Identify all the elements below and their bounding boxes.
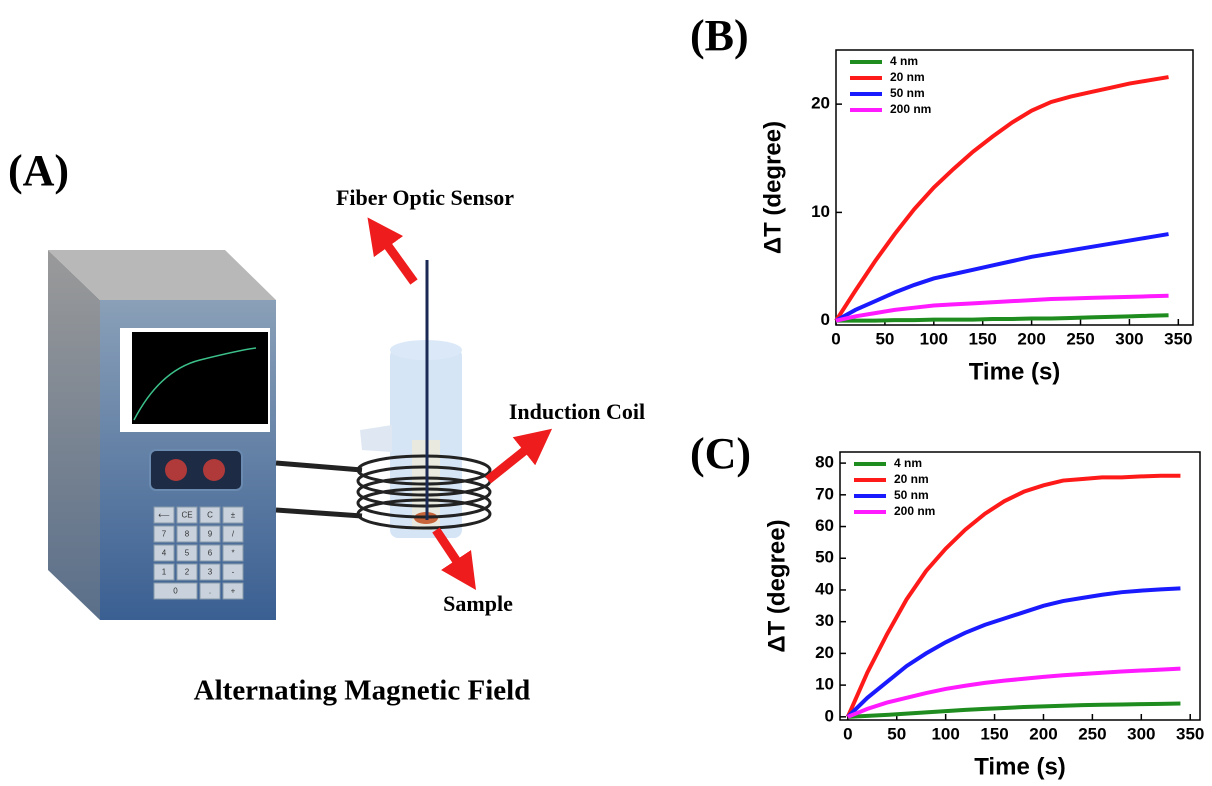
y-tick-label: 30 (815, 611, 834, 630)
legend-label: 200 nm (894, 504, 935, 518)
y-tick-label: 10 (815, 675, 834, 694)
legend-label: 20 nm (894, 472, 929, 486)
legend-label: 50 nm (894, 488, 929, 502)
control-panel (150, 450, 242, 490)
tube-port (360, 425, 392, 452)
x-tick-label: 0 (831, 329, 840, 348)
panel-label: (C) (690, 429, 751, 478)
y-tick-label: 0 (825, 706, 834, 725)
x-axis-title: Time (s) (974, 753, 1066, 780)
x-tick-label: 100 (931, 724, 959, 743)
x-tick-label: 250 (1066, 329, 1094, 348)
y-tick-label: 70 (815, 484, 834, 503)
x-axis-title: Time (s) (969, 358, 1061, 385)
label: Induction Coil (509, 399, 645, 424)
key-label: + (231, 587, 236, 596)
x-tick-label: 350 (1176, 724, 1204, 743)
key-label: 9 (208, 530, 213, 539)
x-tick-label: 50 (875, 329, 894, 348)
y-tick-label: 20 (811, 94, 830, 113)
y-tick-label: 80 (815, 453, 834, 472)
y-tick-label: 40 (815, 579, 834, 598)
legend-label: 20 nm (890, 70, 925, 84)
x-tick-label: 250 (1078, 724, 1106, 743)
label: Sample (443, 591, 513, 616)
page: ⟵CEC±789/456*123-0.+ (A) Fiber Optic Sen… (0, 0, 1212, 786)
knob (165, 459, 187, 481)
y-tick-label: 10 (811, 202, 830, 221)
arrow (488, 440, 538, 480)
key-label: 6 (208, 549, 213, 558)
y-axis-title: ΔT (degree) (763, 519, 790, 652)
data-line (848, 704, 1181, 717)
x-tick-label: 150 (969, 329, 997, 348)
key-label: - (232, 568, 235, 577)
caption: Alternating Magnetic Field (194, 675, 531, 707)
key-label: 1 (162, 568, 167, 577)
wire (276, 510, 362, 516)
arrow (378, 232, 414, 282)
x-tick-label: 300 (1127, 724, 1155, 743)
data-line (836, 315, 1169, 320)
x-tick-label: 200 (1017, 329, 1045, 348)
y-axis-title: ΔT (degree) (759, 121, 786, 254)
screen (132, 332, 268, 424)
knob (203, 459, 225, 481)
key-label: * (231, 549, 234, 558)
key-label: ± (231, 511, 236, 520)
legend-label: 4 nm (894, 456, 922, 470)
key-label: C (207, 511, 213, 520)
x-tick-label: 350 (1164, 329, 1192, 348)
key-label: 3 (208, 568, 213, 577)
y-tick-label: 60 (815, 516, 834, 535)
x-tick-label: 100 (920, 329, 948, 348)
x-tick-label: 200 (1029, 724, 1057, 743)
x-tick-label: 150 (980, 724, 1008, 743)
data-line (848, 669, 1181, 717)
key-label: . (209, 587, 211, 596)
data-line (848, 588, 1181, 716)
x-tick-label: 0 (843, 724, 852, 743)
legend-label: 200 nm (890, 102, 931, 116)
legend-label: 50 nm (890, 86, 925, 100)
panel-label: (B) (690, 11, 749, 60)
y-tick-label: 20 (815, 643, 834, 662)
wire (276, 463, 362, 470)
key-label: 2 (185, 568, 190, 577)
label: Fiber Optic Sensor (336, 185, 514, 210)
key-label: 4 (162, 549, 167, 558)
key-label: ⟵ (158, 511, 170, 520)
legend-label: 4 nm (890, 54, 918, 68)
key-label: 7 (162, 530, 167, 539)
x-tick-label: 50 (887, 724, 906, 743)
x-tick-label: 300 (1115, 329, 1143, 348)
y-tick-label: 50 (815, 548, 834, 567)
figure: ⟵CEC±789/456*123-0.+ (A) Fiber Optic Sen… (0, 0, 1212, 786)
panel-label: (A) (8, 146, 69, 195)
device-side (48, 250, 100, 620)
key-label: 5 (185, 549, 190, 558)
key-label: CE (181, 511, 192, 520)
data-line (836, 77, 1169, 321)
y-tick-label: 0 (821, 310, 830, 329)
key-label: 0 (173, 587, 178, 596)
key-label: 8 (185, 530, 190, 539)
